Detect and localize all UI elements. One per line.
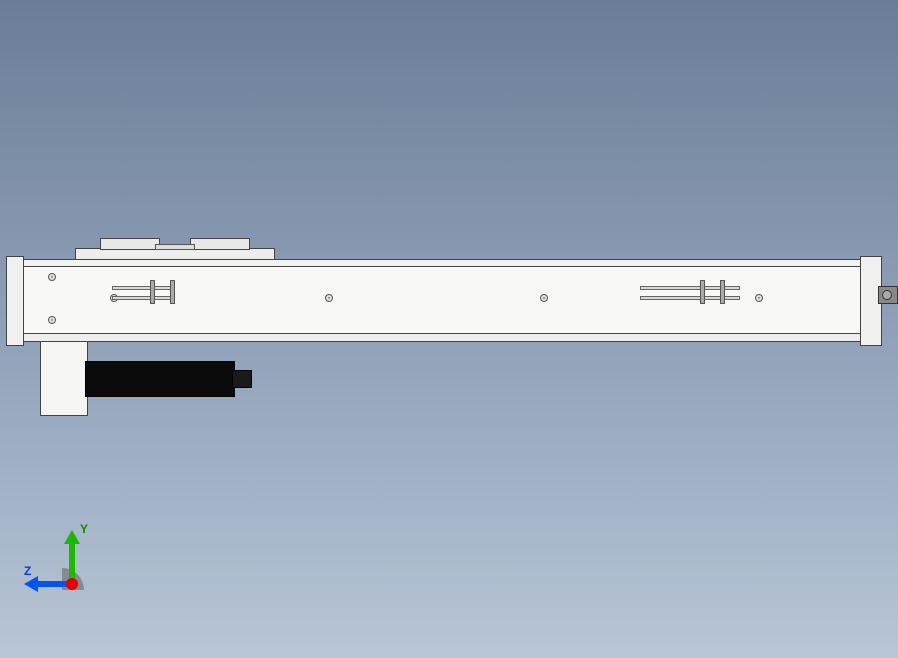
rail-bottom-edge (22, 334, 862, 342)
sensor-slot (640, 286, 740, 290)
model-assembly[interactable] (0, 248, 898, 428)
rail-bolt (755, 294, 763, 302)
axis-triad[interactable]: Y Z (24, 518, 104, 598)
sensor-slot (112, 286, 174, 290)
carriage-block-left (100, 238, 160, 250)
axis-origin (66, 578, 78, 590)
limit-tab (150, 280, 155, 304)
linear-rail-body (22, 266, 862, 334)
cad-viewport[interactable]: Y Z (0, 0, 898, 658)
limit-tab (720, 280, 725, 304)
endcap-bolt (48, 316, 56, 324)
y-axis-label: Y (80, 522, 88, 536)
limit-tab (170, 280, 175, 304)
sensor-slot (640, 296, 740, 300)
rail-bolt (540, 294, 548, 302)
left-end-cap (6, 256, 24, 346)
right-coupling (878, 286, 898, 304)
coupling-bore (882, 290, 892, 300)
limit-tab (700, 280, 705, 304)
carriage-center-tab (155, 244, 195, 250)
motor-mount-bracket (40, 341, 88, 416)
sensor-slot (112, 296, 174, 300)
rail-bolt (325, 294, 333, 302)
endcap-bolt (48, 273, 56, 281)
z-axis-arrow (24, 576, 38, 592)
carriage-block-right (190, 238, 250, 250)
motor-shaft-end (232, 370, 252, 388)
servo-motor (85, 361, 235, 397)
y-axis-arrow (64, 530, 80, 544)
